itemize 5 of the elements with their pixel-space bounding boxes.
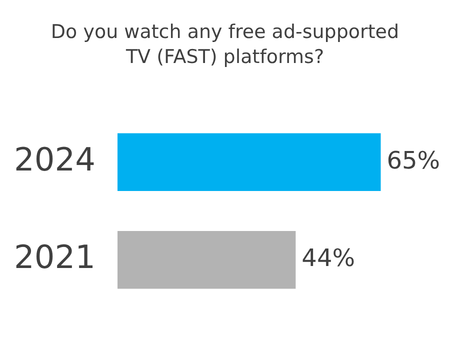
chart-title: Do you watch any free ad-supported TV (FAST) platforms? (50, 20, 400, 70)
y-tick-label: 2024 (14, 140, 96, 178)
y-tick-label: 2021 (14, 238, 96, 276)
data-label: 44% (302, 244, 356, 272)
data-label: 65% (386, 146, 440, 174)
